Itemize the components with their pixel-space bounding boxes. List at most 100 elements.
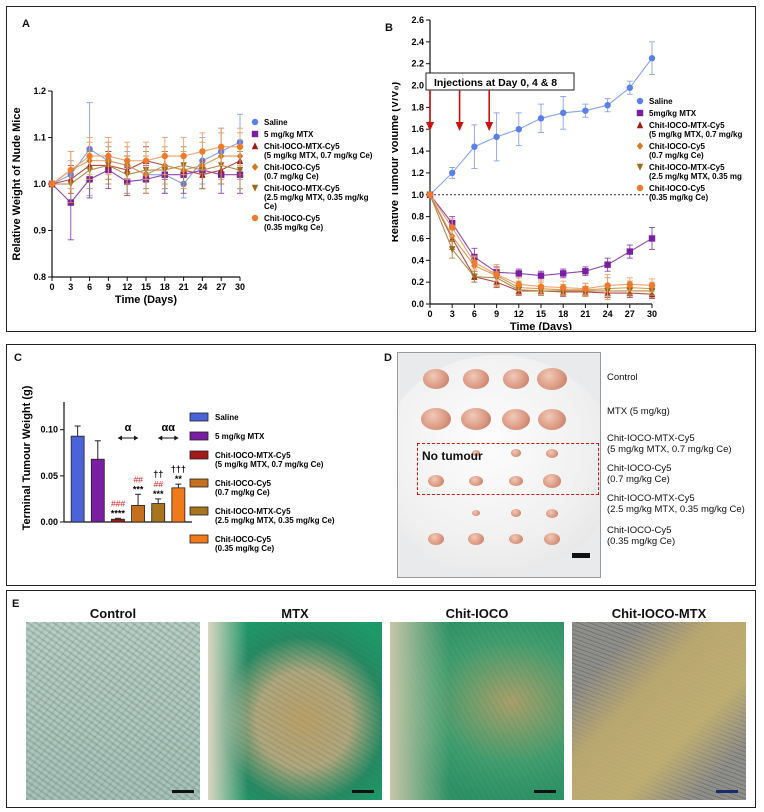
y-tick-label: 1.4: [411, 146, 424, 156]
tumour: [468, 533, 484, 545]
data-point: [142, 157, 150, 164]
y-axis-label: Terminal Tumour Weight (g): [21, 385, 33, 530]
legend-label: Saline: [215, 413, 239, 422]
data-point: [560, 270, 567, 277]
data-point: [560, 284, 567, 291]
bar: [111, 518, 125, 523]
injection-arrow: [485, 90, 494, 131]
legend-swatch: [189, 450, 209, 460]
tumour: [502, 408, 530, 430]
panel-label-b: B: [385, 22, 393, 34]
legend-swatch: [189, 431, 209, 441]
data-point: [648, 235, 656, 242]
y-tick-label: 1.0: [33, 179, 46, 189]
x-tick-label: 6: [472, 309, 477, 319]
tumour: [509, 475, 523, 487]
x-tick-label: 3: [68, 282, 73, 292]
bar: [171, 487, 186, 523]
legend-marker: [636, 142, 644, 150]
y-tick-label: 1.2: [411, 168, 424, 178]
bar: [90, 458, 105, 523]
tumour: [538, 408, 566, 430]
y-tick-label: 1.1: [33, 133, 46, 143]
sig-hash: ##: [153, 479, 163, 489]
series-1: [426, 191, 656, 281]
y-tick-label: 1.2: [33, 86, 46, 96]
data-point: [515, 281, 522, 288]
tumour: [463, 369, 489, 389]
y-tick-label: 0.4: [411, 255, 424, 265]
panel-label-e: E: [12, 598, 20, 610]
y-tick-label: 0.2: [411, 277, 424, 287]
arrow-head: [485, 122, 494, 131]
legend-marker: [251, 118, 259, 126]
legend-label: Chit-IOCO-MTX-Cy5 (5 mg/kg MTX, 0.7 mg/kg…: [215, 451, 324, 469]
bar-0: [70, 425, 85, 523]
bar-3: ***##: [131, 474, 145, 523]
data-point: [582, 268, 589, 275]
bracket-label: αα: [162, 422, 176, 434]
y-tick-label: 1.6: [411, 124, 424, 134]
y-tick-label: 2.6: [411, 15, 424, 25]
sig-hash: ###: [111, 498, 125, 508]
tumour: [537, 367, 567, 391]
photo-label: Chit-IOCO-Cy5 (0.35 mg/kg Ce): [607, 525, 676, 547]
sig-asterisks: ****: [111, 508, 126, 518]
legend-label: Chit-IOCO-MTX-Cy5 (2.5 mg/kg MTX, 0.35 mg…: [649, 163, 742, 181]
data-point: [471, 259, 478, 266]
annotation-text: Injections at Day 0, 4 & 8: [434, 77, 557, 89]
data-point: [648, 55, 656, 62]
data-point: [161, 152, 168, 160]
data-point: [105, 152, 112, 160]
legend-marker: [251, 130, 259, 138]
bracket-arrow: [158, 435, 163, 441]
tumour: [428, 533, 444, 545]
panel-label-d: D: [384, 352, 392, 364]
sig-dagger: ††: [153, 469, 163, 479]
x-tick-label: 24: [603, 309, 613, 319]
data-point: [218, 143, 225, 150]
bar-4: ***##††: [151, 469, 166, 523]
micrograph-control: [26, 622, 200, 800]
bar: [151, 503, 166, 523]
photo-label: Chit-IOCO-Cy5 (0.7 mg/kg Ce): [607, 463, 672, 485]
legend-label: Chit-IOCO-Cy5 (0.7 mg/kg Ce): [264, 163, 321, 181]
bracket-label: α: [125, 422, 132, 434]
legend-label: 5 mg/kg MTX: [215, 432, 265, 441]
injection-annotation: Injections at Day 0, 4 & 8: [425, 72, 575, 91]
data-point: [124, 157, 131, 164]
y-tick-label: 0.6: [411, 233, 424, 243]
bar: [131, 504, 145, 523]
legend-label: Saline: [264, 118, 288, 127]
x-tick-label: 12: [514, 309, 524, 319]
micrograph-chit-ioco: [390, 622, 564, 800]
comparison-bracket: αα: [158, 422, 179, 441]
legend-marker: [251, 163, 259, 171]
y-axis-label: Relative Tumour Volume (V/V₀): [392, 81, 401, 242]
bracket-arrow: [117, 435, 122, 441]
comparison-bracket: α: [117, 422, 139, 441]
sig-asterisks: ***: [153, 489, 164, 499]
injection-arrow: [426, 90, 434, 131]
arrow-head: [426, 122, 434, 131]
data-point: [604, 102, 611, 109]
tumour: [509, 533, 523, 545]
data-point: [426, 191, 434, 198]
tumour: [511, 449, 521, 457]
data-point: [449, 246, 456, 254]
data-point: [493, 271, 500, 278]
scale-bar-chit-ioco: [534, 790, 556, 793]
tumour: [543, 474, 561, 488]
legend-label: Chit-IOCO-Cy5 (0.7 mg/kg Ce): [649, 142, 706, 160]
data-point: [493, 133, 500, 141]
x-tick-label: 30: [235, 282, 245, 292]
annotation-box: [425, 72, 575, 91]
legend-label: Chit-IOCO-MTX-Cy5 (5 mg/kg MTX, 0.7 mg/kg…: [264, 142, 373, 160]
legend-marker: [636, 109, 644, 117]
scale-bar-chit-ioco-mtx: [716, 790, 738, 793]
bracket-arrow: [174, 435, 179, 441]
photo-label: Chit-IOCO-MTX-Cy5 (5 mg/kg MTX, 0.7 mg/k…: [607, 433, 732, 455]
scale-bar-mtx: [352, 790, 374, 793]
micrograph-mtx: [208, 622, 382, 800]
bar-5: **†††: [171, 464, 186, 523]
